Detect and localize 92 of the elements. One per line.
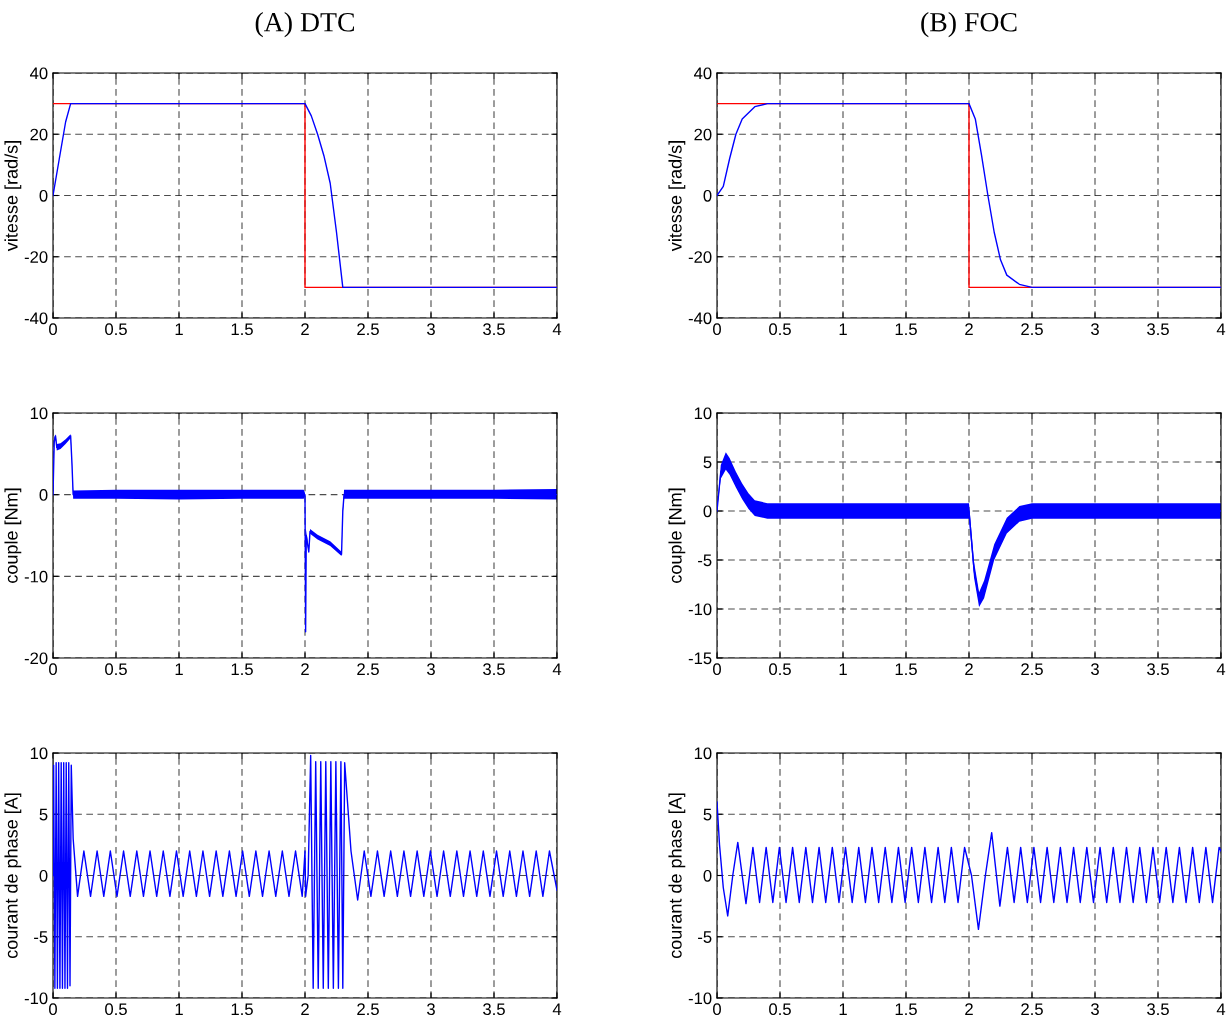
y-axis-title: couple [Nm] — [668, 488, 686, 583]
x-tick-label: 0.5 — [105, 1003, 127, 1016]
x-tick-label: 4 — [552, 323, 562, 335]
x-tick-label: 0 — [713, 323, 721, 336]
x-tick-label: 3 — [1091, 1003, 1099, 1016]
x-tick-label: 2 — [301, 1003, 309, 1015]
y-tick-label: 10 — [30, 407, 48, 420]
x-tick-label: 2.5 — [357, 1003, 379, 1016]
y-tick-label: -5 — [698, 931, 712, 943]
x-tick-label: 0 — [713, 663, 721, 676]
y-tick-label: 5 — [703, 808, 712, 821]
y-axis-title: courant de phase [A] — [4, 793, 22, 959]
x-tick-label: 0.5 — [105, 663, 127, 676]
y-tick-label: 0 — [39, 869, 48, 882]
y-axis-title: vitesse [rad/s] — [4, 141, 22, 252]
x-tick-label: 4 — [1216, 663, 1226, 675]
y-axis-title: courant de phase [A] — [668, 793, 686, 959]
x-tick-label: 1.5 — [231, 663, 253, 676]
y-tick-label: -40 — [688, 312, 712, 325]
x-tick-label: 2.5 — [357, 663, 379, 676]
y-tick-label: 5 — [703, 456, 712, 469]
x-tick-label: 4 — [552, 663, 562, 675]
x-tick-label: 3.5 — [1147, 1003, 1169, 1016]
x-tick-label: 3.5 — [483, 323, 505, 336]
x-tick-label: 2 — [301, 663, 309, 675]
y-tick-label: 10 — [694, 747, 712, 760]
y-tick-label: -10 — [24, 570, 48, 583]
y-tick-label: 0 — [703, 505, 712, 518]
y-tick-label: -20 — [24, 652, 48, 665]
y-axis-title: vitesse [rad/s] — [668, 141, 686, 252]
y-tick-label: 40 — [693, 67, 712, 80]
x-tick-label: 4 — [1216, 323, 1226, 335]
x-tick-label: 1.5 — [895, 323, 917, 336]
x-tick-label: 3.5 — [483, 1003, 505, 1016]
x-tick-label: 1 — [175, 663, 183, 675]
x-tick-label: 1.5 — [231, 323, 253, 336]
chart-title: (B) FOC — [921, 12, 1017, 38]
x-tick-label: 4 — [552, 1003, 562, 1015]
x-tick-label: 0 — [713, 1003, 721, 1016]
y-tick-label: 10 — [30, 747, 48, 760]
x-tick-label: 1.5 — [895, 663, 917, 676]
y-axis-title: couple [Nm] — [4, 488, 22, 583]
x-tick-label: 0 — [49, 323, 57, 336]
x-tick-label: 1 — [839, 663, 847, 675]
x-tick-label: 3 — [427, 323, 435, 336]
y-tick-label: -10 — [688, 992, 712, 1005]
x-tick-label: 2 — [965, 323, 973, 335]
x-tick-label: 0.5 — [105, 323, 127, 336]
y-tick-label: 40 — [29, 67, 48, 80]
x-tick-label: 3 — [1091, 663, 1099, 676]
y-tick-label: 0 — [703, 869, 712, 882]
y-tick-label: 20 — [694, 128, 712, 141]
y-tick-label: 10 — [694, 407, 712, 420]
y-tick-label: -10 — [688, 603, 712, 616]
x-tick-label: 1.5 — [231, 1003, 253, 1016]
x-tick-label: 3 — [427, 663, 435, 676]
x-tick-label: 0.5 — [769, 663, 791, 676]
y-tick-label: 0 — [703, 189, 712, 202]
x-tick-label: 3.5 — [1147, 323, 1169, 336]
x-tick-label: 2 — [965, 663, 973, 675]
x-tick-label: 3.5 — [1147, 663, 1169, 676]
x-tick-label: 0 — [49, 1003, 57, 1016]
x-tick-label: 1 — [839, 1003, 847, 1015]
y-tick-label: -40 — [24, 312, 48, 325]
x-tick-label: 2.5 — [1021, 323, 1043, 336]
y-tick-label: 0 — [39, 489, 48, 501]
chart-title: (A) DTC — [255, 12, 354, 38]
y-tick-label: -20 — [24, 251, 48, 263]
x-tick-label: 1.5 — [895, 1003, 917, 1016]
x-tick-label: 2.5 — [357, 323, 379, 336]
y-tick-label: 20 — [30, 128, 48, 141]
x-tick-label: 3 — [427, 1003, 435, 1016]
y-tick-label: -5 — [34, 931, 48, 943]
x-tick-label: 1 — [175, 1003, 183, 1015]
y-tick-label: -20 — [688, 251, 712, 263]
y-tick-label: -15 — [688, 652, 712, 665]
x-tick-label: 1 — [175, 323, 183, 335]
x-tick-label: 4 — [1216, 1003, 1226, 1015]
x-tick-label: 0.5 — [769, 1003, 791, 1016]
x-tick-label: 1 — [839, 323, 847, 335]
x-tick-label: 2 — [965, 1003, 973, 1015]
x-tick-label: 0.5 — [769, 323, 791, 336]
y-tick-label: 0 — [39, 189, 48, 202]
x-tick-label: 0 — [49, 663, 57, 676]
x-tick-label: 3.5 — [483, 663, 505, 676]
x-tick-label: 2.5 — [1021, 1003, 1043, 1016]
x-tick-label: 3 — [1091, 323, 1099, 336]
x-tick-label: 2 — [301, 323, 309, 335]
y-tick-label: -10 — [24, 992, 48, 1005]
y-tick-label: 5 — [39, 808, 48, 821]
y-tick-label: -5 — [698, 554, 712, 567]
x-tick-label: 2.5 — [1021, 663, 1043, 676]
